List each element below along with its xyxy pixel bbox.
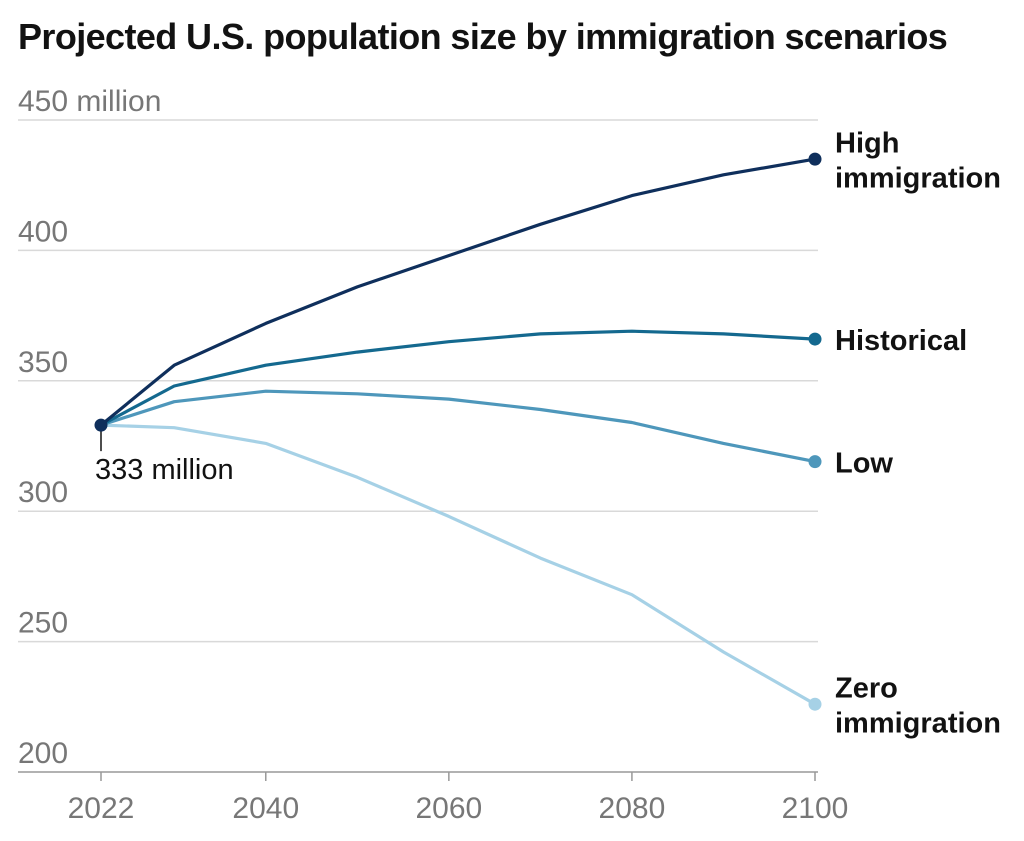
x-tick-label: 2100 <box>782 792 849 825</box>
y-tick-label: 300 <box>18 476 68 509</box>
series-label: Historical <box>835 325 967 357</box>
series-end-point <box>808 455 822 469</box>
gridlines <box>18 119 818 773</box>
y-tick-label: 250 <box>18 607 68 640</box>
series-label: Zero immigration <box>835 673 1001 740</box>
x-tick-label: 2080 <box>599 792 666 825</box>
y-tick-label: 400 <box>18 215 68 248</box>
series-line <box>99 389 817 464</box>
x-axis: 2022 2040 2060 2080 2100 <box>68 772 849 825</box>
series-end-point <box>808 152 822 166</box>
chart-title: Projected U.S. population size by immigr… <box>18 16 948 57</box>
x-tick-label: 2060 <box>415 792 482 825</box>
series-line <box>99 329 817 427</box>
series-labels: High immigration Historical Low Zero immigrat… <box>835 128 1001 740</box>
x-tick-label: 2022 <box>68 792 135 825</box>
y-axis-ticks: 450 million 400 350 300 250 200 <box>18 85 161 770</box>
series-lines <box>99 152 822 711</box>
series-label: High immigration <box>835 128 1001 195</box>
series-end-point <box>808 332 822 346</box>
start-point <box>94 418 108 432</box>
series-label: Low <box>835 448 893 480</box>
y-tick-label: 200 <box>18 737 68 770</box>
annotation-label: 333 million <box>95 454 234 486</box>
series-line <box>99 423 817 706</box>
series-end-point <box>808 697 822 711</box>
y-tick-label: 450 million <box>18 85 161 118</box>
y-tick-label: 350 <box>18 346 68 379</box>
start-annotation: 333 million <box>94 418 234 486</box>
x-tick-label: 2040 <box>232 792 299 825</box>
series-line <box>99 157 817 427</box>
